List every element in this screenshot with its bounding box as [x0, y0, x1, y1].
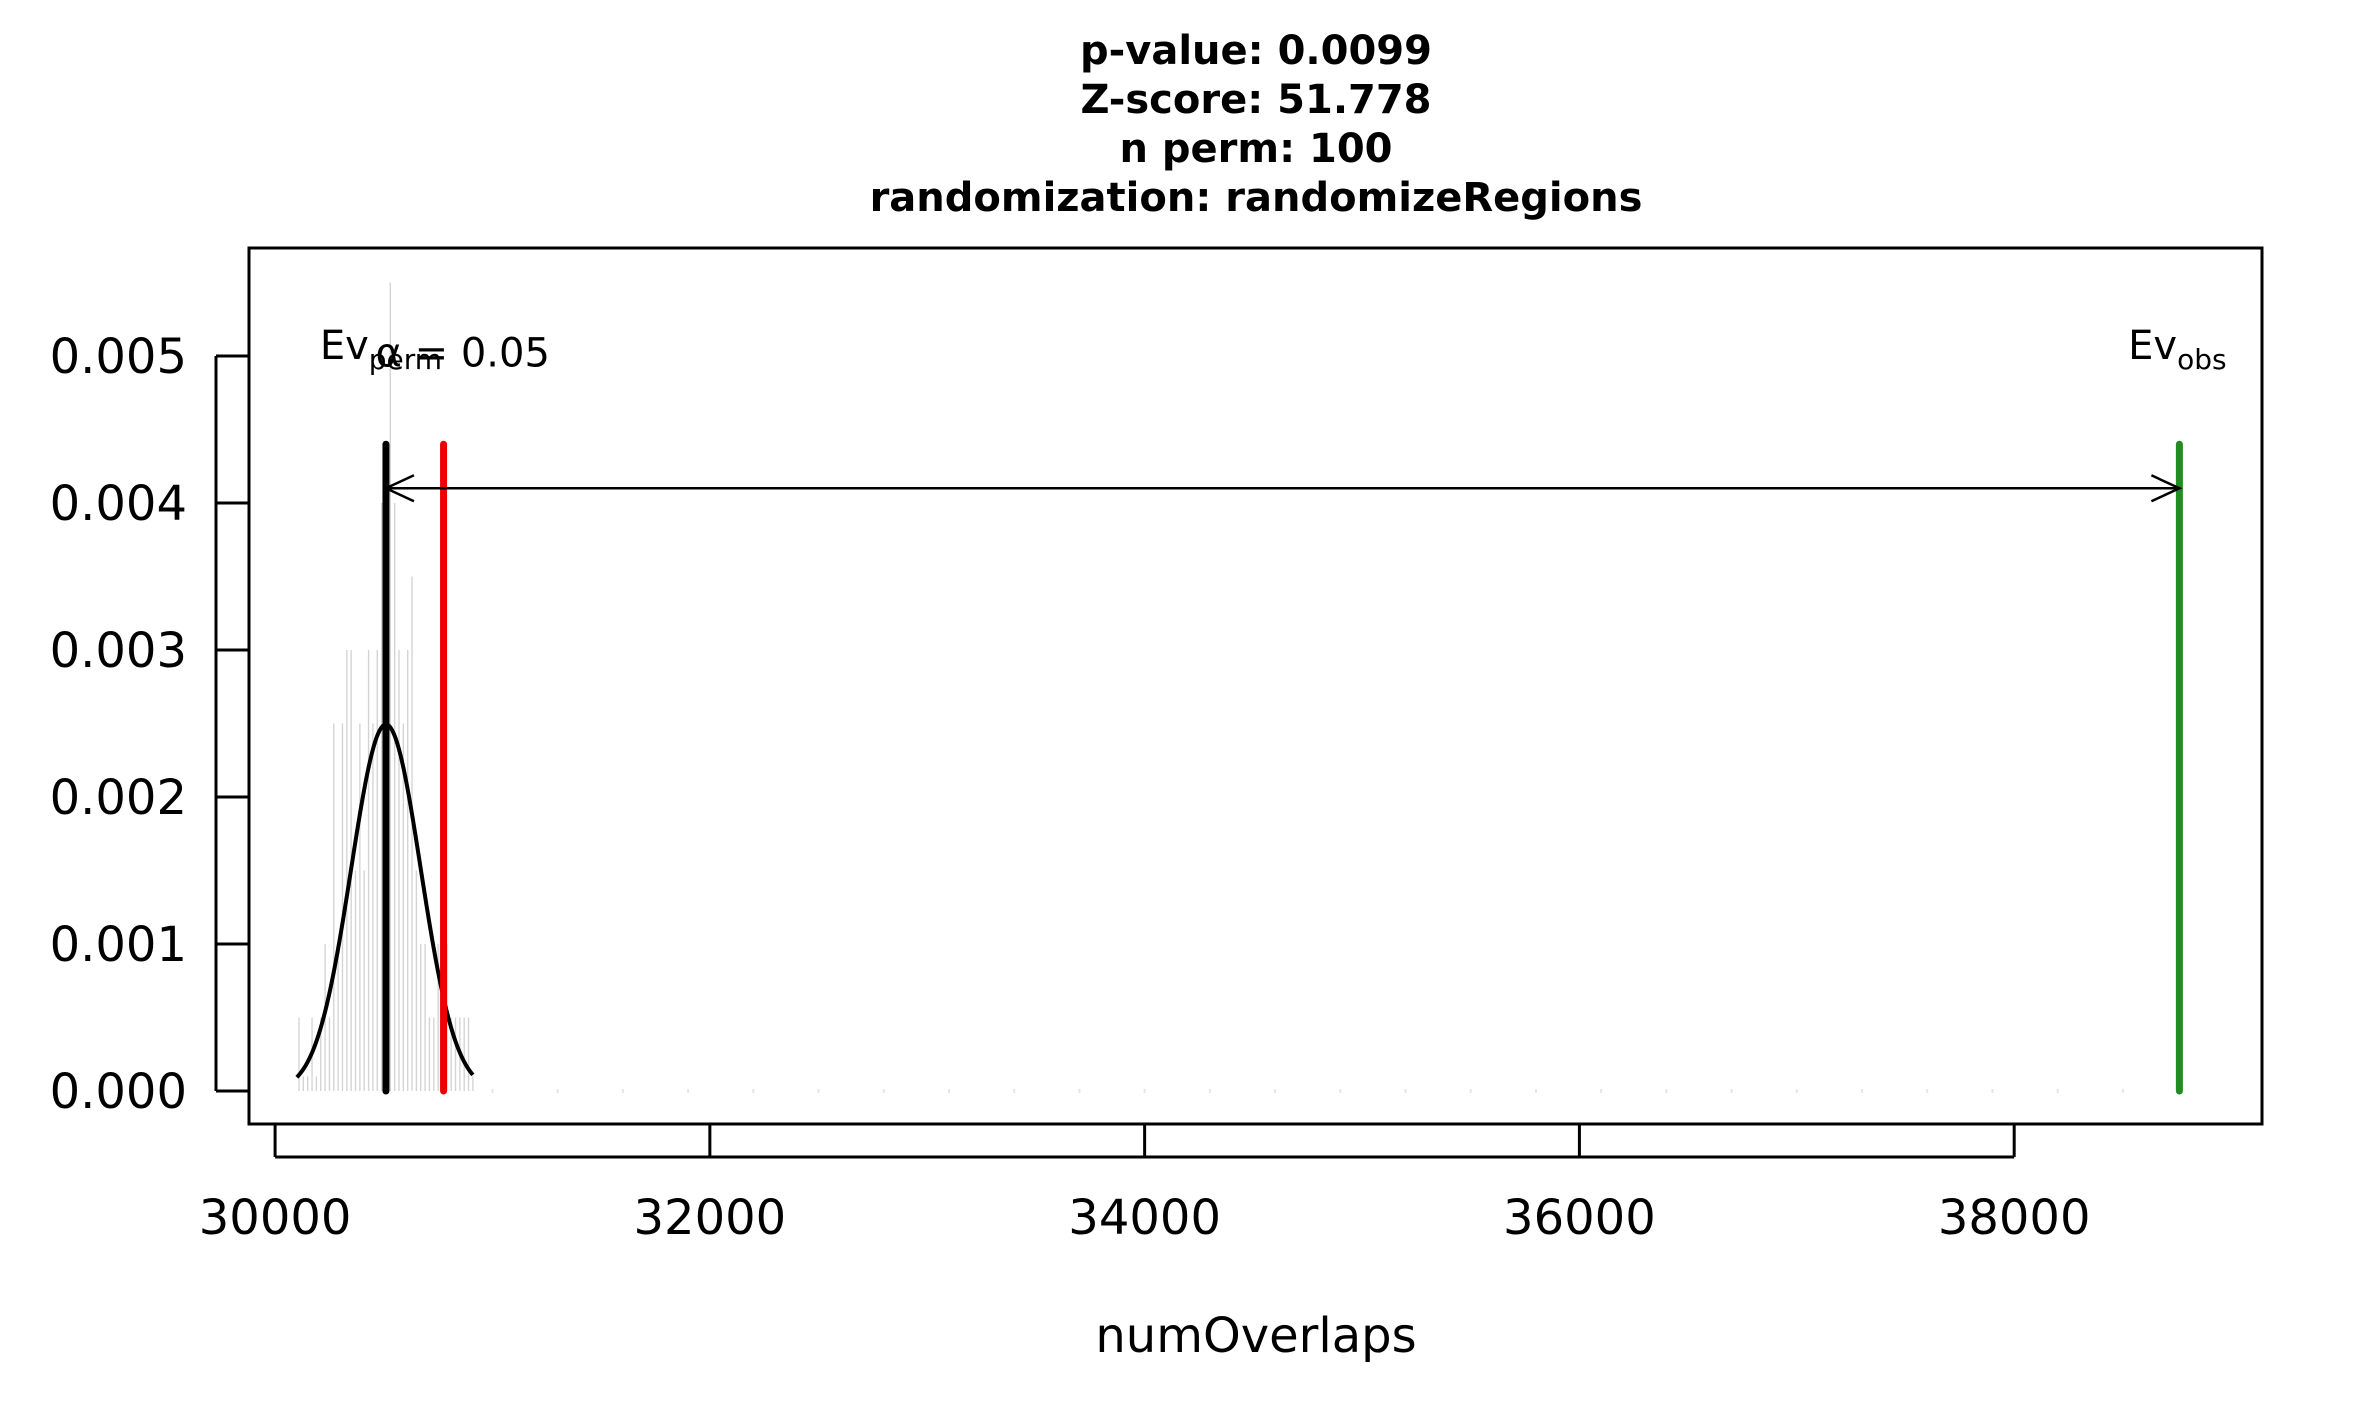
- x-tick-label: 32000: [634, 1190, 787, 1246]
- y-tick-label: 0.004: [50, 476, 187, 532]
- x-tick-label: 36000: [1503, 1190, 1656, 1246]
- title-zscore: Z-score: 51.778: [1080, 77, 1431, 123]
- reference-lines: [382, 440, 2183, 1095]
- y-tick-label: 0.005: [50, 329, 187, 385]
- histogram-bar: [472, 1076, 474, 1091]
- perm-mean-label: Evperm: [320, 323, 442, 376]
- histogram-bar: [389, 282, 391, 1091]
- histogram-bar: [298, 1017, 300, 1091]
- histogram-bar: [433, 1017, 435, 1091]
- title-pvalue: p-value: 0.0099: [1080, 28, 1432, 74]
- histogram-bar: [346, 650, 348, 1091]
- histogram-bar: [437, 944, 439, 1091]
- x-tick-label: 38000: [1938, 1190, 2091, 1246]
- histogram-bar: [393, 503, 396, 1091]
- chart-title: p-value: 0.0099 Z-score: 51.778 n perm: …: [870, 28, 1643, 221]
- histogram-bar: [454, 1017, 457, 1091]
- histogram-bar: [450, 1017, 452, 1091]
- x-axis: 30000 32000 34000 36000 38000: [199, 1124, 2091, 1246]
- histogram-bar: [307, 1076, 309, 1091]
- observed-label: Evobs: [2128, 323, 2226, 376]
- histogram-bar: [315, 1076, 318, 1091]
- histogram-bar: [380, 503, 383, 1091]
- histogram-bar: [407, 650, 409, 1091]
- histogram-bar: [467, 1017, 470, 1091]
- y-tick-label: 0.003: [50, 623, 187, 679]
- histogram-bar: [363, 870, 365, 1091]
- histogram-baseline: [491, 1089, 2124, 1093]
- title-randomization: randomization: randomizeRegions: [870, 175, 1643, 221]
- distance-arrow: [382, 474, 2183, 503]
- histogram-bar: [328, 1017, 331, 1091]
- histogram-bar: [402, 723, 405, 1091]
- x-tick-label: 30000: [199, 1190, 352, 1246]
- histogram-bar: [428, 1017, 431, 1091]
- histogram-bar: [411, 576, 413, 1091]
- histogram-bar: [302, 1076, 305, 1091]
- histogram-bar: [398, 650, 400, 1091]
- histogram-bar: [376, 650, 378, 1091]
- x-axis-label: numOverlaps: [1095, 1308, 1416, 1364]
- histogram-bar: [320, 1017, 322, 1091]
- histogram-bar: [333, 723, 335, 1091]
- histogram-bar: [424, 944, 426, 1091]
- histogram-bar: [341, 723, 344, 1091]
- arrow-head-right: [2150, 474, 2183, 503]
- histogram-bar: [359, 723, 361, 1091]
- y-tick-label: 0.001: [50, 917, 187, 973]
- title-nperm: n perm: 100: [1120, 126, 1393, 172]
- histogram-bar: [463, 1017, 465, 1091]
- y-tick-label: 0.002: [50, 770, 187, 826]
- arrow-head-left: [382, 474, 415, 503]
- y-axis: 0.000 0.001 0.002 0.003 0.004 0.005: [50, 329, 249, 1120]
- histogram-bar: [337, 944, 339, 1091]
- histogram-bar: [420, 944, 422, 1091]
- histogram-bar: [415, 870, 418, 1091]
- y-tick-label: 0.000: [50, 1064, 187, 1120]
- histogram-bar: [372, 723, 374, 1091]
- histogram-bar: [354, 870, 357, 1091]
- histogram-bar: [367, 650, 370, 1091]
- plot-frame: [247, 246, 2264, 1126]
- x-tick-label: 34000: [1068, 1190, 1221, 1246]
- alpha-threshold-label: α = 0.05: [376, 330, 550, 376]
